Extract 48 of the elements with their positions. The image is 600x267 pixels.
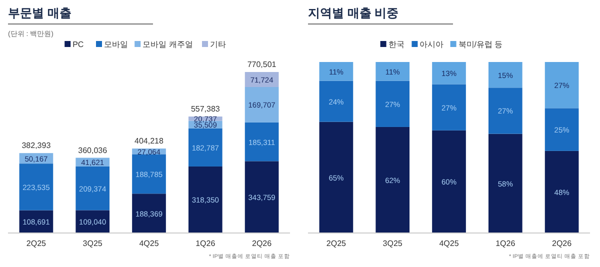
bar — [432, 130, 466, 233]
legend-label: 아시아 — [420, 40, 444, 49]
bar — [244, 86, 279, 122]
bar — [488, 134, 522, 233]
bar — [376, 62, 410, 81]
total-label: 557,383 — [190, 104, 220, 114]
x-tick-label: 4Q25 — [439, 239, 460, 248]
bar — [544, 62, 579, 108]
x-tick-label: 1Q26 — [196, 239, 216, 248]
bar — [488, 88, 522, 134]
legend-label: PC — [72, 40, 84, 49]
bar — [76, 166, 110, 210]
bar — [544, 108, 579, 151]
bar — [244, 161, 279, 233]
bar — [376, 80, 410, 127]
x-tick-label: 2Q26 — [252, 239, 272, 248]
legend-label: 기타 — [210, 40, 226, 49]
x-tick-label: 3Q25 — [382, 239, 403, 248]
chart-title: 지역별 매출 비중 — [308, 6, 399, 20]
legend-label: 모바일 — [104, 40, 128, 49]
bar — [319, 80, 354, 122]
legend-label: 한국 — [388, 40, 404, 49]
bar — [488, 62, 522, 88]
bar — [188, 166, 222, 233]
bar — [188, 128, 222, 166]
total-label: 404,218 — [134, 136, 164, 146]
total-label: 382,393 — [22, 141, 52, 150]
x-tick-label: 2Q25 — [326, 239, 347, 248]
bar — [132, 154, 166, 194]
bar — [432, 62, 466, 84]
x-tick-label: 2Q25 — [26, 239, 47, 248]
bar — [319, 122, 354, 233]
total-label: 770,501 — [247, 60, 277, 69]
x-tick-label: 4Q25 — [139, 239, 160, 248]
bar — [319, 62, 354, 81]
bar — [244, 122, 279, 162]
legend-label: 모바일 캐주얼 — [142, 40, 193, 49]
bar — [19, 164, 54, 210]
bar — [132, 194, 166, 233]
bar — [376, 126, 410, 233]
x-tick-label: 2Q26 — [552, 239, 572, 248]
total-label: 360,036 — [78, 146, 108, 155]
x-tick-label: 3Q25 — [82, 239, 103, 248]
legend-label: 북미/유럽 등 — [458, 40, 503, 49]
x-tick-label: 1Q26 — [496, 239, 516, 248]
bar — [544, 150, 579, 233]
chart-title: 부문별 매출 — [8, 6, 72, 20]
bar — [432, 84, 466, 130]
